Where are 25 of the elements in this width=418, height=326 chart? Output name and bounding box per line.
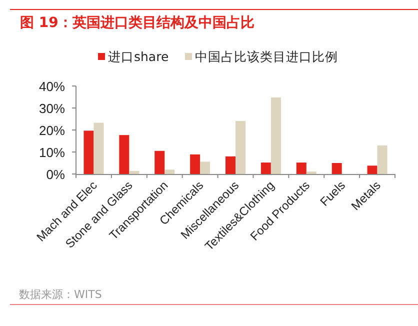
bar (226, 156, 236, 174)
bar (377, 145, 388, 174)
legend-label: 进口share (108, 49, 169, 64)
y-tick-label: 30% (38, 101, 66, 116)
y-tick-label: 20% (38, 123, 66, 138)
bar (119, 135, 130, 174)
y-tick-label: 0% (46, 167, 66, 182)
bar (332, 163, 342, 174)
bar (164, 170, 175, 174)
bar (94, 122, 104, 174)
chart-title: 图 19：英国进口类目结构及中国占比 (20, 15, 254, 31)
bar (236, 120, 246, 174)
bar (129, 170, 140, 174)
y-tick-label: 40% (38, 79, 66, 94)
bar (260, 162, 271, 174)
bar (270, 97, 281, 174)
bar (154, 150, 165, 174)
bar (367, 166, 378, 174)
y-tick-label: 10% (38, 145, 66, 160)
bar (200, 162, 210, 174)
bar (190, 154, 200, 174)
source-note: 数据来源：WITS (19, 288, 102, 301)
bar (296, 162, 306, 174)
legend-label: 中国占比该类目进口比例 (195, 49, 338, 64)
bar (84, 130, 94, 174)
